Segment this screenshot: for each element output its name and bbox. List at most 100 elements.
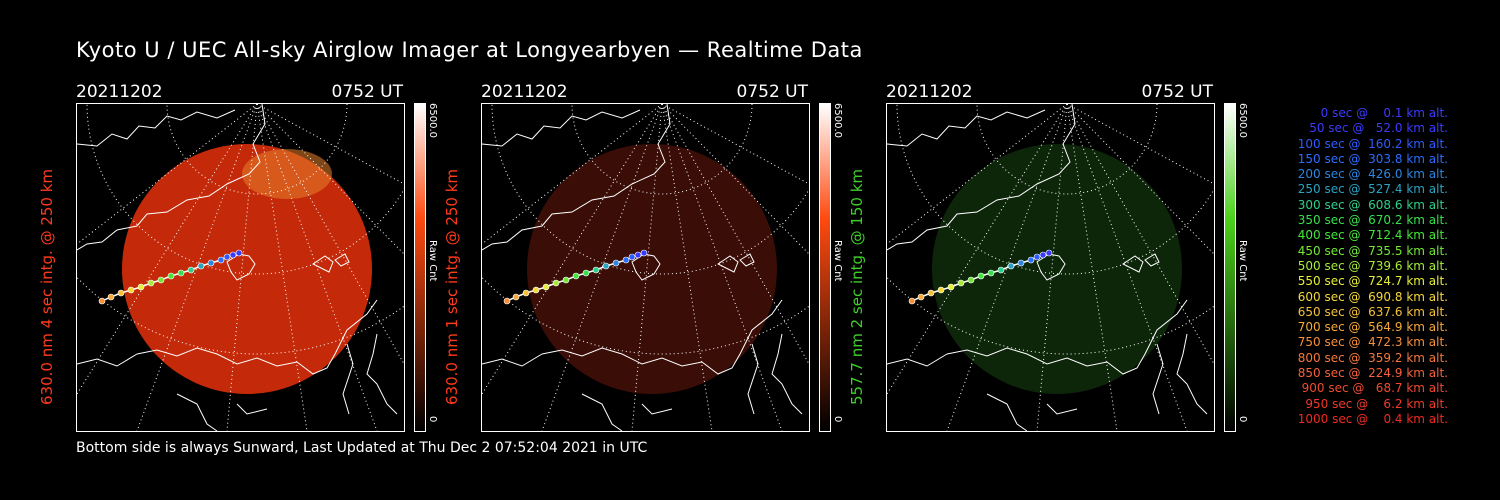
meridian-line: [1066, 104, 1214, 365]
airglow-panel-1: 20211202 0752 UT 630.0 nm 4 sec intg. @ …: [38, 80, 486, 440]
trajectory-point: [207, 259, 215, 267]
trajectory-point: [634, 251, 642, 259]
footer-note: Bottom side is always Sunward, Last Upda…: [76, 440, 648, 456]
airglow-panel-2: 20211202 0752 UT 630.0 nm 1 sec intg. @ …: [443, 80, 891, 440]
legend-row: 250 sec @ 527.4 km alt.: [1293, 182, 1448, 197]
trajectory-point: [640, 249, 648, 257]
allsky-disk: [122, 144, 372, 394]
meridian-line: [1036, 104, 1068, 431]
trajectory-point: [622, 256, 630, 264]
latitude-circle: [77, 276, 404, 355]
coastline: [482, 104, 671, 251]
legend-row: 100 sec @ 160.2 km alt.: [1293, 136, 1448, 151]
trajectory-point: [1045, 249, 1053, 257]
trajectory-point: [532, 286, 540, 294]
wavelength-label: 630.0 nm 1 sec intg. @ 250 km: [443, 168, 461, 405]
trajectory-line: [101, 252, 240, 302]
panel-time: 0752 UT: [331, 82, 404, 102]
legend-row: 500 sec @ 739.6 km alt.: [1293, 258, 1448, 273]
trajectory-point: [235, 249, 243, 257]
trajectory-point: [917, 293, 925, 301]
trajectory-point: [167, 272, 175, 280]
trajectory-point: [223, 253, 231, 261]
trajectory-point: [512, 293, 520, 301]
colorbar: [819, 103, 831, 432]
panel-date: 20211202: [76, 82, 163, 102]
allsky-image: [76, 103, 405, 432]
trajectory-point: [612, 259, 620, 267]
colorbar-unit: Raw Cnt: [832, 240, 843, 282]
trajectory-point: [967, 276, 975, 284]
allsky-image: [886, 103, 1215, 432]
meridian-line: [77, 104, 258, 395]
meridian-line: [661, 104, 809, 365]
trajectory-point: [927, 289, 935, 297]
trajectory-point: [552, 279, 560, 287]
trajectory-point: [908, 297, 916, 305]
colorbar-max: 6500.0: [832, 103, 843, 138]
trajectory-point: [628, 253, 636, 261]
meridian-line: [256, 104, 404, 365]
trajectory-point: [582, 269, 590, 277]
legend-row: 950 sec @ 6.2 km alt.: [1301, 396, 1448, 411]
trajectory-point: [602, 262, 610, 270]
legend-row: 850 sec @ 224.9 km alt.: [1293, 366, 1448, 381]
colorbar-max: 6500.0: [427, 103, 438, 138]
legend-row: 0 sec @ 0.1 km alt.: [1309, 106, 1448, 120]
page-title: Kyoto U / UEC All-sky Airglow Imager at …: [76, 38, 863, 62]
legend-row: 400 sec @ 712.4 km alt.: [1293, 228, 1448, 243]
allsky-image: [481, 103, 810, 432]
trajectory-point: [522, 289, 530, 297]
trajectory-point: [107, 293, 115, 301]
trajectory-point: [1039, 251, 1047, 259]
trajectory-point: [957, 279, 965, 287]
colorbar-min: 0: [427, 416, 438, 423]
wavelength-label: 557.7 nm 2 sec intg. @ 150 km: [848, 168, 866, 405]
trajectory-point: [187, 266, 195, 274]
trajectory-point: [937, 286, 945, 294]
trajectory-point: [947, 283, 955, 291]
colorbar-unit: Raw Cnt: [427, 240, 438, 282]
trajectory-point: [987, 269, 995, 277]
trajectory-point: [592, 266, 600, 274]
trajectory-point: [117, 289, 125, 297]
colorbar: [1224, 103, 1236, 432]
coastline: [887, 299, 1208, 431]
legend-row: 450 sec @ 735.5 km alt.: [1293, 243, 1448, 258]
colorbar-unit: Raw Cnt: [1237, 240, 1248, 282]
trajectory-point: [137, 283, 145, 291]
legend-row: 150 sec @ 303.8 km alt.: [1293, 151, 1448, 166]
trajectory-point: [147, 279, 155, 287]
trajectory-point: [1033, 253, 1041, 261]
legend-row: 600 sec @ 690.8 km alt.: [1293, 289, 1448, 304]
coastline: [77, 104, 266, 251]
trajectory-point: [197, 262, 205, 270]
trajectory-point: [229, 251, 237, 259]
trajectory-point: [157, 276, 165, 284]
legend-row: 750 sec @ 472.3 km alt.: [1293, 335, 1448, 350]
panel-date: 20211202: [886, 82, 973, 102]
latitude-circle: [887, 276, 1214, 355]
colorbar-min: 0: [832, 416, 843, 423]
colorbar: [414, 103, 426, 432]
trajectory-point: [127, 286, 135, 294]
legend-row: 700 sec @ 564.9 km alt.: [1293, 320, 1448, 335]
meridian-line: [631, 104, 663, 431]
meridian-line: [887, 104, 1068, 395]
legend-row: 1000 sec @ 0.4 km alt.: [1297, 411, 1448, 426]
legend-row: 50 sec @ 52.0 km alt.: [1301, 121, 1448, 136]
colorbar-max: 6500.0: [1237, 103, 1248, 138]
meridian-line: [482, 104, 663, 395]
trajectory-line: [911, 252, 1050, 302]
legend-row: 550 sec @ 724.7 km alt.: [1293, 274, 1448, 289]
colorbar-min: 0: [1237, 416, 1248, 423]
airglow-panel-3: 20211202 0752 UT 557.7 nm 2 sec intg. @ …: [848, 80, 1296, 440]
trajectory-point: [1007, 262, 1015, 270]
trajectory-point: [503, 297, 511, 305]
legend-row: 300 sec @ 608.6 km alt.: [1293, 197, 1448, 212]
panel-time: 0752 UT: [1141, 82, 1214, 102]
coastline: [77, 299, 398, 431]
panel-time: 0752 UT: [736, 82, 809, 102]
coastline: [482, 299, 803, 431]
trajectory-point: [217, 256, 225, 264]
